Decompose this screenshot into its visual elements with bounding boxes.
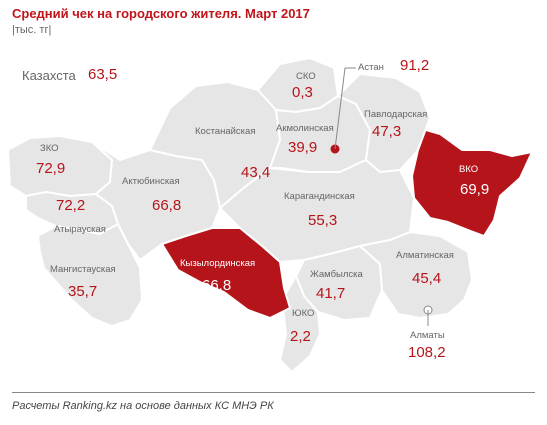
label-kostanay-name: Костанайская bbox=[195, 126, 255, 137]
label-almaty-value: 108,2 bbox=[408, 344, 446, 361]
label-zhambyl-name: Жамбылска bbox=[310, 269, 364, 280]
chart-title: Средний чек на городского жителя. Март 2… bbox=[12, 6, 310, 21]
label-akmola-value: 39,9 bbox=[288, 139, 317, 156]
footer-divider bbox=[12, 392, 535, 393]
label-astana-name: Астан bbox=[358, 62, 384, 73]
region-yuko-shape bbox=[279, 275, 321, 373]
label-mangystau-name: Мангистауская bbox=[50, 264, 116, 275]
label-almaty-name: Алматы bbox=[410, 330, 445, 341]
label-vko-name: ВКО bbox=[459, 164, 478, 175]
label-kyzylorda-value: 66,8 bbox=[202, 277, 231, 294]
label-atyrau-value: 72,2 bbox=[56, 197, 85, 214]
region-pavlodar-shape bbox=[337, 73, 431, 173]
label-sko-value: 0,3 bbox=[292, 84, 313, 101]
astana-leader-line bbox=[334, 67, 346, 150]
label-zhambyl-value: 41,7 bbox=[316, 285, 345, 302]
label-kostanay-value: 43,4 bbox=[241, 164, 270, 181]
region-vko-shape bbox=[411, 117, 533, 237]
label-pavlodar-name: Павлодарская bbox=[364, 109, 427, 120]
label-almaty-obl-name: Алматинская bbox=[396, 250, 454, 261]
label-akmola-name: Акмолинская bbox=[276, 123, 334, 134]
unit-label: |тыс. тг| bbox=[12, 24, 52, 36]
kazakhstan-label: Казахста bbox=[22, 68, 76, 83]
label-atyrau-name: Атырауская bbox=[54, 224, 106, 235]
label-vko-value: 69,9 bbox=[460, 181, 489, 198]
label-aktobe-name: Актюбинская bbox=[122, 176, 180, 187]
label-kyzylorda-name: Кызылординская bbox=[180, 258, 255, 269]
kazakhstan-value: 63,5 bbox=[88, 66, 118, 83]
region-mangystau-shape bbox=[37, 223, 143, 327]
footer-source: Расчеты Ranking.kz на основе данных КС М… bbox=[12, 400, 274, 412]
label-yuko-name: ЮКО bbox=[292, 308, 314, 319]
label-yuko-value: 2,2 bbox=[290, 328, 311, 345]
label-karaganda-value: 55,3 bbox=[308, 212, 337, 229]
region-kyzylorda-shape bbox=[161, 227, 291, 319]
label-pavlodar-value: 47,3 bbox=[372, 123, 401, 140]
label-almaty-obl-value: 45,4 bbox=[412, 270, 441, 287]
region-almaty-obl-shape bbox=[359, 231, 473, 319]
label-mangystau-value: 35,7 bbox=[68, 283, 97, 300]
label-karaganda-name: Карагандинская bbox=[284, 191, 355, 202]
label-zko-value: 72,9 bbox=[36, 160, 65, 177]
label-zko-name: ЗКО bbox=[40, 143, 59, 154]
label-sko-name: СКО bbox=[296, 71, 316, 82]
label-astana-value: 91,2 bbox=[400, 57, 429, 74]
label-aktobe-value: 66,8 bbox=[152, 197, 181, 214]
